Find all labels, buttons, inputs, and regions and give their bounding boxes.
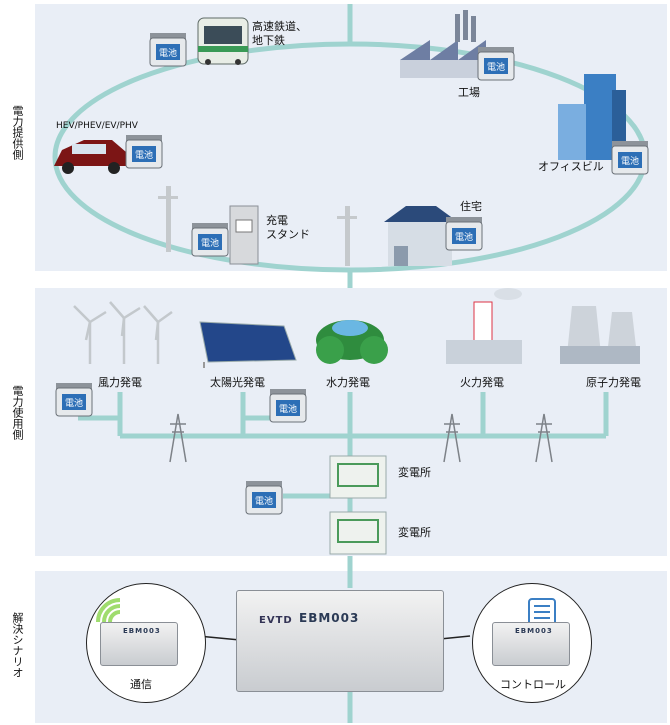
label-ev: HEV/PHEV/EV/PHV <box>56 121 138 131</box>
label-rail-line1: 高速鉄道、 <box>252 20 307 33</box>
battery-icon: 電池 <box>477 47 515 81</box>
battery-icon: 電池 <box>245 481 283 515</box>
label-rail-line2: 地下鉄 <box>252 34 285 47</box>
label-office: オフィスビル <box>538 160 604 173</box>
label-substation-2: 変電所 <box>398 526 431 539</box>
control-device: EBM003 <box>492 622 570 666</box>
battery-icon: 電池 <box>269 389 307 423</box>
signal-icon <box>96 598 122 624</box>
main-device-ebm003: EBM003 EVTD <box>236 590 444 692</box>
label-substation-1: 変電所 <box>398 466 431 479</box>
main-device-model: EBM003 <box>299 611 360 625</box>
charging-station-icon <box>229 205 259 265</box>
house-icon <box>384 206 458 266</box>
battery-label: 電池 <box>135 149 153 161</box>
train-icon <box>197 17 249 65</box>
battery-icon: 電池 <box>149 33 187 67</box>
thermal-plant-icon <box>446 288 522 364</box>
battery-label: 電池 <box>279 403 297 415</box>
label-wind: 風力発電 <box>98 376 142 389</box>
label-charge-line1: 充電 <box>266 214 288 227</box>
battery-label: 電池 <box>65 397 83 409</box>
label-comm: 通信 <box>130 678 152 691</box>
battery-label: 電池 <box>159 47 177 59</box>
factory-icon <box>400 10 486 78</box>
wind-turbine-icon <box>73 301 173 364</box>
battery-label: 電池 <box>487 61 505 73</box>
control-device-model: EBM003 <box>515 627 553 635</box>
side-label-supply: 電力提供側 <box>11 105 24 160</box>
battery-label: 電池 <box>201 237 219 249</box>
label-thermal: 火力発電 <box>460 376 504 389</box>
battery-icon: 電池 <box>55 383 93 417</box>
main-device-brand: EVTD <box>259 615 293 626</box>
battery-icon: 電池 <box>611 141 649 175</box>
transmission-tower-icon <box>169 413 553 463</box>
office-building-icon <box>558 74 626 160</box>
battery-label: 電池 <box>621 155 639 167</box>
battery-icon: 電池 <box>445 217 483 251</box>
utility-pole-icon <box>158 186 357 266</box>
car-icon <box>54 140 128 174</box>
battery-icon: 電池 <box>125 135 163 169</box>
nuclear-plant-icon <box>560 306 640 364</box>
label-solar: 太陽光発電 <box>210 376 265 389</box>
hydro-dam-icon <box>316 320 388 364</box>
label-control: コントロール <box>500 678 566 691</box>
control-sliders-icon <box>528 598 556 626</box>
label-charge-line2: スタンド <box>266 228 310 241</box>
label-nuclear: 原子力発電 <box>586 376 641 389</box>
side-label-solution: 解決シナリオ <box>11 612 24 678</box>
label-house: 住宅 <box>460 200 482 213</box>
battery-label: 電池 <box>255 495 273 507</box>
comm-device: EBM003 <box>100 622 178 666</box>
label-hydro: 水力発電 <box>326 376 370 389</box>
label-factory: 工場 <box>458 86 480 99</box>
solar-panel-icon <box>199 321 297 368</box>
battery-label: 電池 <box>455 231 473 243</box>
side-label-usage: 電力使用側 <box>11 385 24 440</box>
substation-icon <box>329 455 387 555</box>
battery-icon: 電池 <box>191 223 229 257</box>
comm-device-model: EBM003 <box>123 627 161 635</box>
